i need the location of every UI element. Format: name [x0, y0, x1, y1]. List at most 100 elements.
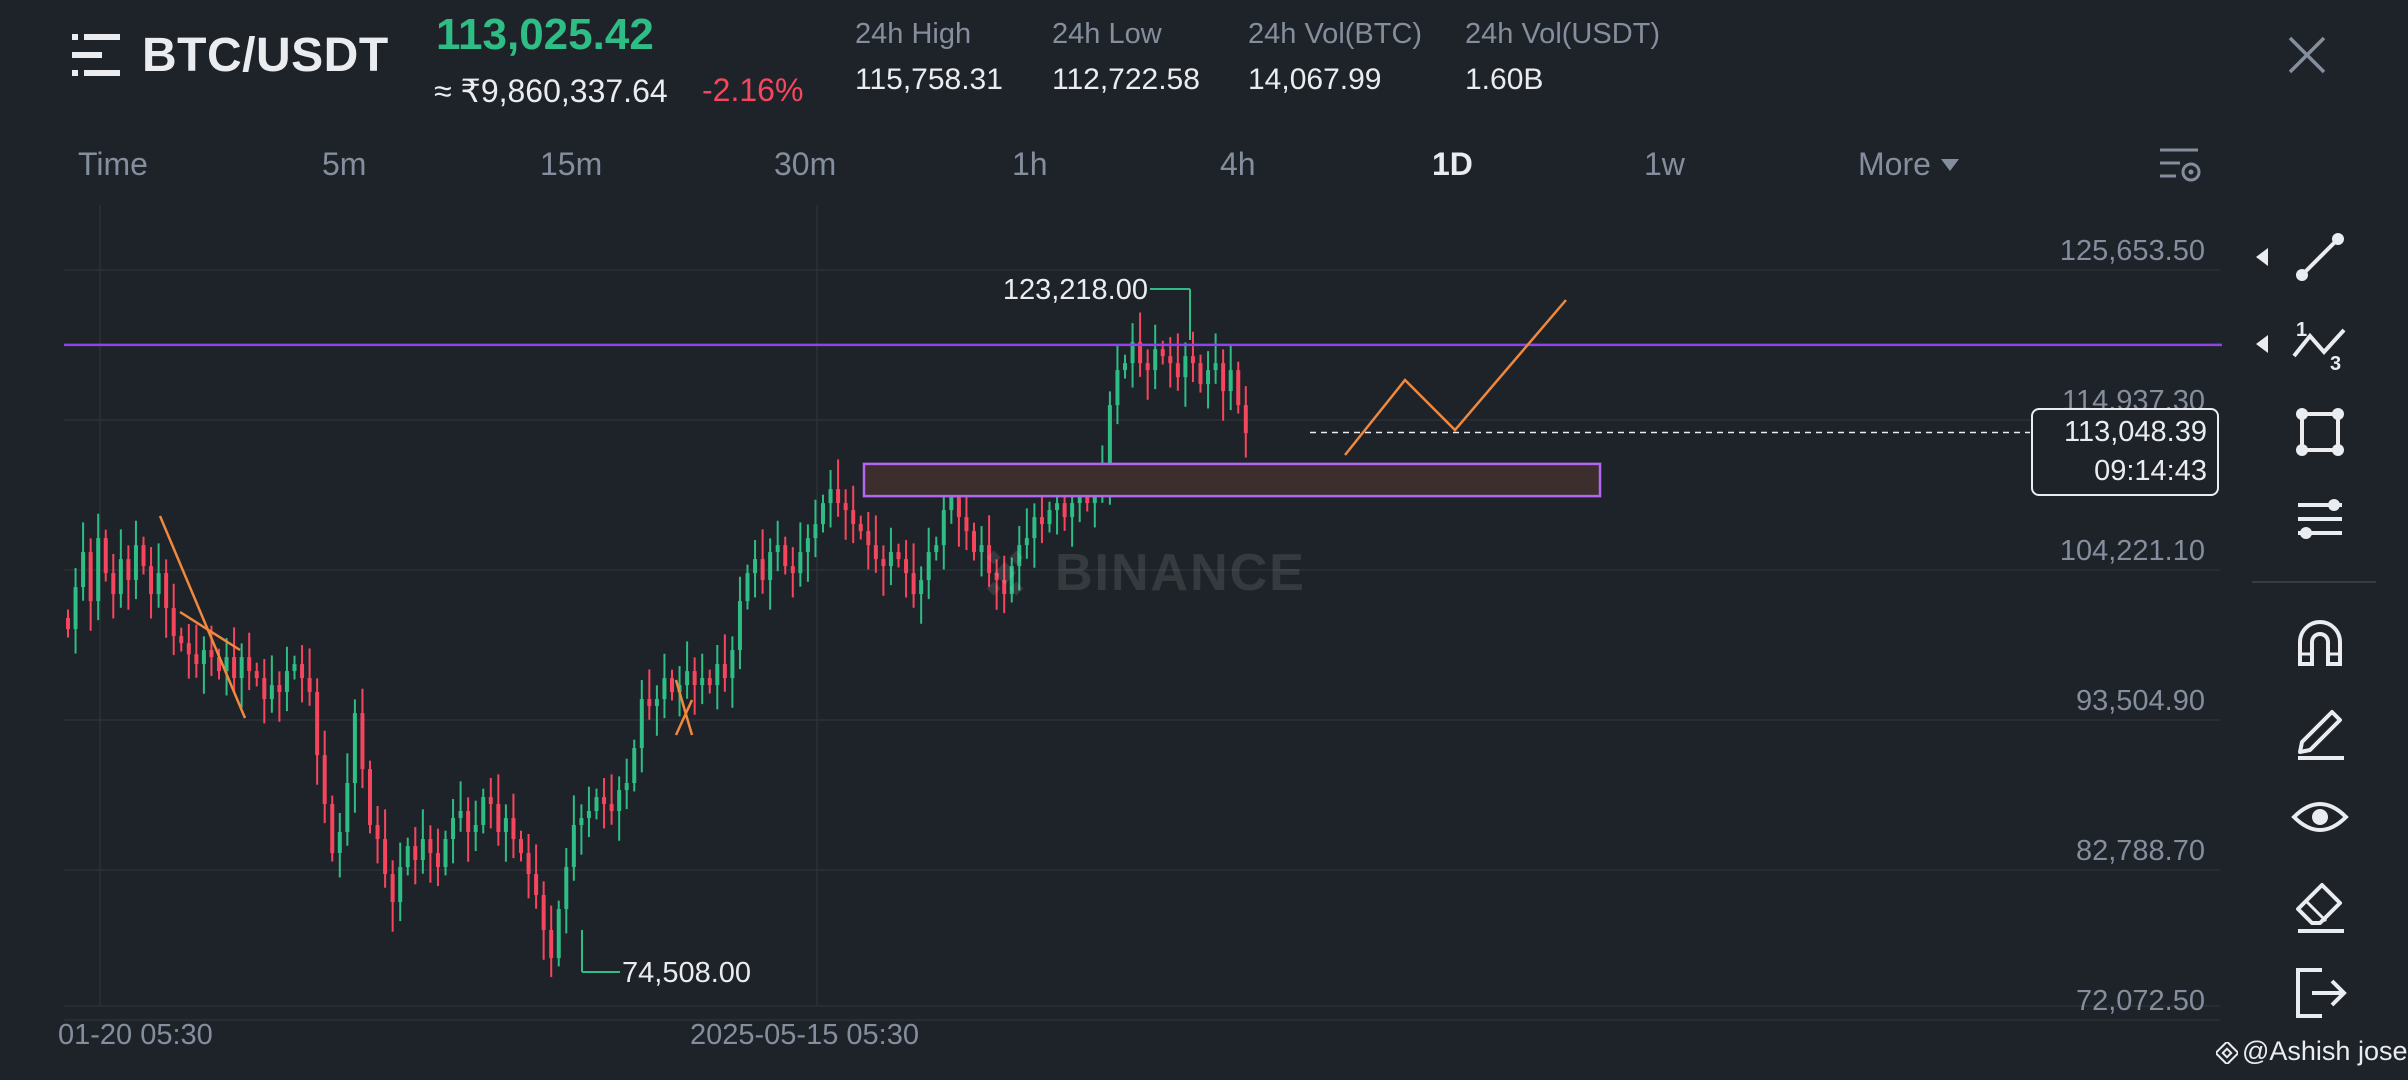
candle-body	[594, 797, 599, 812]
candle	[300, 645, 305, 703]
trend-line	[674, 699, 694, 736]
candle-body	[670, 678, 674, 693]
candle	[1183, 342, 1188, 407]
candle-body	[81, 552, 86, 588]
candle	[647, 669, 652, 720]
interval-1h[interactable]: 1h	[1012, 146, 1048, 182]
eraser-icon[interactable]	[2288, 873, 2352, 937]
trend-line	[674, 679, 694, 736]
candle-body	[73, 587, 78, 630]
candle-body	[639, 699, 644, 749]
candle	[843, 489, 848, 540]
candle-body	[103, 538, 108, 574]
stat-label: 24h High	[855, 18, 972, 50]
candle	[745, 564, 750, 610]
candle-body	[398, 867, 403, 903]
candle	[919, 566, 924, 624]
candlestick-chart[interactable]: 125,653.50114,937.30104,221.1093,504.908…	[0, 200, 2230, 1050]
candle-body	[911, 573, 916, 595]
candle	[798, 522, 803, 587]
candle-body	[828, 489, 833, 504]
candle-body	[171, 608, 176, 637]
candle	[851, 485, 856, 544]
candle	[602, 778, 607, 829]
pair-title[interactable]: BTC/USDT	[142, 29, 389, 82]
candle	[488, 778, 493, 829]
exit-icon[interactable]	[2288, 960, 2352, 1024]
candle-body	[956, 496, 961, 518]
shape-icon[interactable]	[2288, 400, 2352, 464]
candle-body	[488, 797, 493, 805]
magnet-icon[interactable]	[2288, 610, 2352, 674]
close-icon[interactable]	[2286, 34, 2328, 76]
y-tick-label: 104,221.10	[2060, 535, 2205, 567]
candle-body	[737, 601, 742, 651]
candle	[813, 499, 818, 558]
interval-1w[interactable]: 1w	[1644, 146, 1685, 182]
candle-body	[1153, 349, 1158, 371]
watermark-text: BINANCE	[1055, 544, 1306, 602]
caret-left-icon[interactable]	[2256, 335, 2268, 353]
candle-body	[934, 545, 939, 553]
candle	[1243, 386, 1248, 458]
candle	[405, 837, 410, 876]
candle-body	[941, 510, 946, 546]
candle	[1039, 492, 1044, 544]
high-annotation: 123,218.00	[1003, 274, 1148, 306]
interval-30m[interactable]: 30m	[774, 146, 837, 182]
supply-demand-zone	[862, 462, 1602, 498]
candle-body	[458, 811, 463, 819]
candle	[171, 583, 176, 656]
candle	[707, 669, 712, 694]
more-dropdown[interactable]: More	[1858, 146, 1959, 183]
candle-body	[337, 832, 342, 854]
inr-price: ≈ ₹9,860,337.64	[434, 73, 668, 109]
candle-body	[1123, 363, 1127, 371]
candle	[579, 804, 584, 855]
fibonacci-icon[interactable]: 1 3	[2288, 312, 2352, 376]
candle-body	[715, 664, 720, 686]
candle-body	[949, 496, 954, 511]
candle-body	[775, 545, 780, 553]
candle-body	[66, 617, 70, 630]
trend-line-icon[interactable]	[2288, 225, 2352, 289]
candle	[1145, 349, 1150, 400]
candle-body	[579, 818, 584, 826]
multi-line-icon[interactable]	[2288, 487, 2352, 551]
candle-body	[979, 545, 984, 553]
y-tick-label: 82,788.70	[2076, 835, 2205, 867]
candle-body	[443, 839, 448, 868]
menu-icon[interactable]	[72, 34, 120, 76]
candle-body	[511, 818, 516, 840]
candle	[775, 520, 780, 572]
trend-line	[179, 610, 241, 652]
candle-body	[111, 573, 116, 595]
interval-time[interactable]: Time	[78, 146, 148, 182]
candle-body	[428, 839, 433, 854]
credit-text: @Ashish jose	[2242, 1036, 2408, 1066]
caret-left-icon[interactable]	[2256, 248, 2268, 266]
candle-body	[798, 552, 803, 574]
chart-settings-icon[interactable]	[2158, 145, 2202, 185]
candle-body	[1243, 405, 1248, 434]
candle-body	[858, 524, 863, 532]
candle	[458, 781, 463, 832]
candle	[941, 491, 946, 570]
candle	[352, 699, 357, 813]
candle-body	[247, 657, 252, 672]
candle-body	[466, 811, 471, 833]
candle-body	[632, 748, 637, 784]
candle-body	[609, 804, 614, 812]
candle	[519, 830, 523, 862]
candle	[1175, 333, 1180, 391]
candle	[760, 529, 765, 594]
candle-body	[1115, 370, 1120, 406]
eye-icon[interactable]	[2288, 785, 2352, 849]
candle-body	[149, 566, 154, 595]
interval-1d[interactable]: 1D	[1432, 146, 1473, 182]
pencil-icon[interactable]	[2288, 698, 2352, 762]
interval-15m[interactable]: 15m	[540, 146, 603, 182]
candle-body	[1183, 356, 1188, 378]
interval-4h[interactable]: 4h	[1220, 146, 1256, 182]
interval-5m[interactable]: 5m	[322, 146, 367, 182]
